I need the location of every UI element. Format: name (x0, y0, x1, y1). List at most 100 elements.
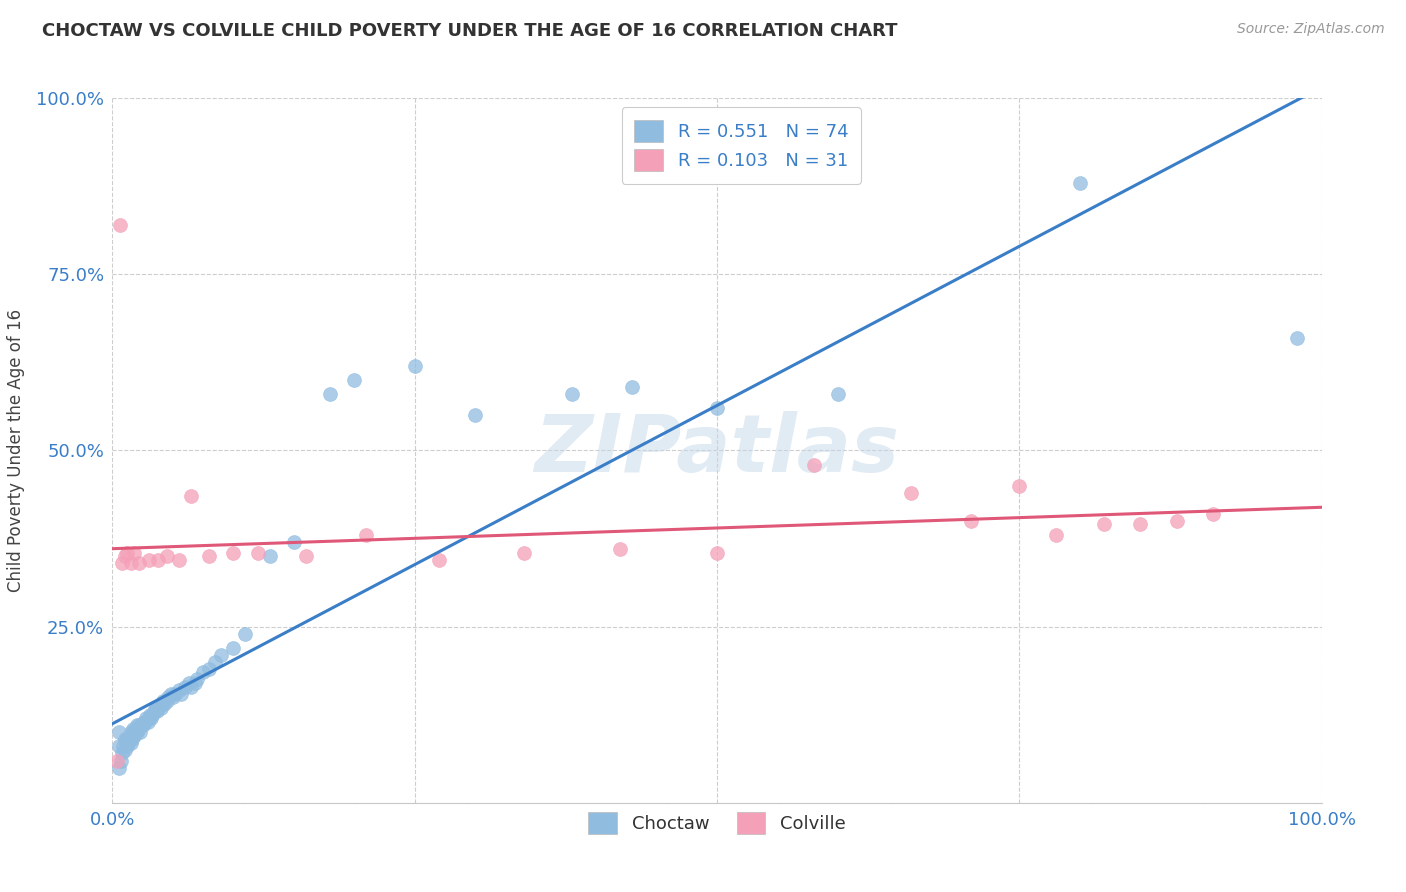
Point (222, 546, 245, 560)
Point (356, 528, 378, 542)
Point (427, 552, 450, 566)
Point (204, 655, 226, 669)
Point (132, 718, 155, 732)
Point (107, 725, 129, 739)
Point (561, 387, 583, 401)
Point (1045, 528, 1067, 542)
Point (143, 704, 166, 718)
Point (115, 739, 138, 754)
Point (198, 662, 221, 676)
Point (114, 743, 136, 757)
Point (120, 556, 142, 570)
Point (138, 552, 160, 566)
Point (1092, 517, 1115, 532)
Point (136, 714, 159, 729)
Point (156, 693, 179, 707)
Point (827, 387, 849, 401)
Point (512, 546, 534, 560)
Point (105, 754, 128, 768)
Point (259, 549, 281, 564)
Point (1008, 478, 1031, 492)
Point (1202, 507, 1225, 521)
Point (121, 729, 143, 743)
Point (150, 697, 173, 711)
Point (1286, 331, 1309, 345)
Point (128, 718, 150, 732)
Point (114, 549, 136, 564)
Point (900, 485, 922, 500)
Point (404, 359, 426, 373)
Point (121, 732, 143, 747)
Point (107, 739, 129, 754)
Point (1129, 517, 1152, 532)
Text: Source: ZipAtlas.com: Source: ZipAtlas.com (1237, 22, 1385, 37)
Point (167, 552, 190, 566)
Point (167, 683, 190, 698)
Point (343, 373, 366, 387)
Point (122, 725, 145, 739)
Point (138, 711, 160, 725)
Point (209, 648, 232, 662)
Point (125, 718, 148, 732)
Point (114, 732, 136, 747)
Point (177, 676, 200, 690)
Point (125, 725, 148, 739)
Point (180, 680, 202, 694)
Point (139, 707, 162, 722)
Point (131, 718, 153, 732)
Point (127, 722, 149, 736)
Point (115, 732, 138, 747)
Point (118, 732, 141, 747)
Point (107, 760, 129, 774)
Legend: Choctaw, Colville: Choctaw, Colville (579, 803, 855, 843)
Point (129, 725, 152, 739)
Point (186, 673, 208, 687)
Point (198, 549, 221, 564)
Point (295, 549, 318, 564)
Point (319, 387, 342, 401)
Point (283, 535, 305, 549)
Text: CHOCTAW VS COLVILLE CHILD POVERTY UNDER THE AGE OF 16 CORRELATION CHART: CHOCTAW VS COLVILLE CHILD POVERTY UNDER … (42, 22, 897, 40)
Point (180, 489, 202, 503)
Point (165, 687, 187, 701)
Point (122, 546, 145, 560)
Point (141, 707, 163, 722)
Point (120, 736, 142, 750)
Point (153, 697, 176, 711)
Point (141, 711, 163, 725)
Point (464, 408, 486, 422)
Point (120, 725, 142, 739)
Point (159, 687, 181, 701)
Point (142, 704, 165, 718)
Point (960, 514, 983, 528)
Point (191, 665, 214, 680)
Point (1069, 176, 1091, 190)
Point (148, 700, 170, 714)
Point (111, 747, 134, 761)
Point (149, 700, 172, 714)
Point (246, 546, 269, 560)
Point (609, 542, 631, 557)
Point (122, 729, 145, 743)
Text: ZIPatlas: ZIPatlas (534, 411, 900, 490)
Point (132, 714, 155, 729)
Point (115, 546, 138, 560)
Point (135, 711, 157, 725)
Point (706, 546, 728, 560)
Point (122, 722, 145, 736)
Point (111, 556, 134, 570)
Point (803, 458, 825, 472)
Point (145, 700, 167, 714)
Point (222, 640, 245, 655)
Point (108, 218, 131, 232)
Point (134, 714, 156, 729)
Point (183, 676, 205, 690)
Point (235, 626, 257, 640)
Point (148, 552, 170, 566)
Point (174, 680, 197, 694)
Point (124, 725, 146, 739)
Point (146, 704, 169, 718)
Point (152, 693, 174, 707)
Point (156, 549, 179, 564)
Point (110, 754, 132, 768)
